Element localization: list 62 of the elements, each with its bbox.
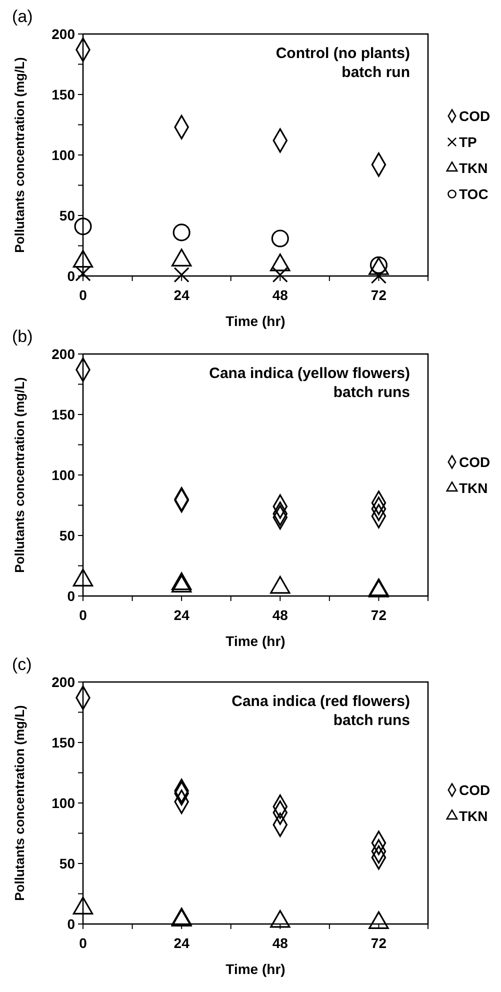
x-axis-title: Time (hr) (226, 633, 286, 649)
point (75, 266, 91, 282)
point (74, 218, 92, 236)
y-tick-label: 100 (52, 795, 76, 811)
chart-title: (c) (12, 655, 32, 674)
y-tick-label: 50 (59, 208, 76, 224)
x-tick-label: 0 (79, 287, 88, 303)
x-tick-label: 72 (370, 287, 387, 303)
point (271, 230, 289, 248)
legend-label: TP (459, 134, 477, 150)
chart-title: (a) (12, 7, 33, 26)
y-tick-label: 200 (52, 674, 76, 690)
point (370, 268, 387, 284)
x-tick-label: 48 (272, 935, 288, 951)
point (174, 266, 190, 283)
point (72, 568, 94, 586)
x-tick-label: 24 (174, 287, 190, 303)
point (270, 910, 290, 928)
point (172, 224, 190, 242)
x-axis-title: Time (hr) (226, 961, 286, 977)
annotation: Cana indica (red flowers) (232, 693, 410, 710)
y-tick-label: 100 (52, 147, 76, 163)
y-tick-label: 50 (59, 856, 76, 872)
y-axis-title: Pollutants concentration (mg/L) (12, 705, 27, 901)
legend-label: TKN (459, 480, 488, 496)
y-tick-label: 100 (52, 467, 76, 483)
legend-label: TKN (459, 808, 488, 824)
legend-label: TOC (459, 186, 488, 202)
x-tick-label: 24 (174, 935, 190, 951)
point (368, 911, 389, 929)
point (72, 896, 94, 914)
point (272, 266, 288, 283)
x-tick-label: 48 (272, 607, 288, 623)
legend-label: COD (459, 108, 490, 124)
y-tick-label: 50 (59, 528, 76, 544)
x-tick-label: 0 (79, 935, 88, 951)
legend-label: COD (459, 454, 490, 470)
x-tick-label: 24 (174, 607, 190, 623)
y-tick-label: 200 (52, 346, 76, 362)
y-tick-label: 150 (52, 86, 76, 102)
y-tick-label: 0 (67, 588, 76, 604)
y-tick-label: 150 (52, 406, 76, 422)
annotation: batch runs (333, 712, 410, 729)
legend-label: COD (459, 782, 490, 798)
x-axis-title: Time (hr) (226, 313, 286, 329)
y-tick-label: 0 (67, 916, 76, 932)
x-tick-label: 72 (370, 935, 387, 951)
annotation: batch run (342, 64, 410, 81)
y-tick-label: 150 (52, 734, 76, 750)
annotation: Control (no plants) (276, 45, 410, 62)
point (270, 576, 290, 594)
y-tick-label: 0 (67, 268, 76, 284)
annotation: Cana indica (yellow flowers) (209, 365, 410, 382)
y-tick-label: 200 (52, 26, 76, 42)
x-tick-label: 0 (79, 607, 88, 623)
y-axis-title: Pollutants concentration (mg/L) (12, 377, 27, 573)
chart-title: (b) (12, 327, 33, 346)
x-tick-label: 72 (370, 607, 387, 623)
annotation: batch runs (333, 384, 410, 401)
legend-label: TKN (459, 160, 488, 176)
y-axis-title: Pollutants concentration (mg/L) (12, 57, 27, 253)
x-tick-label: 48 (272, 287, 288, 303)
